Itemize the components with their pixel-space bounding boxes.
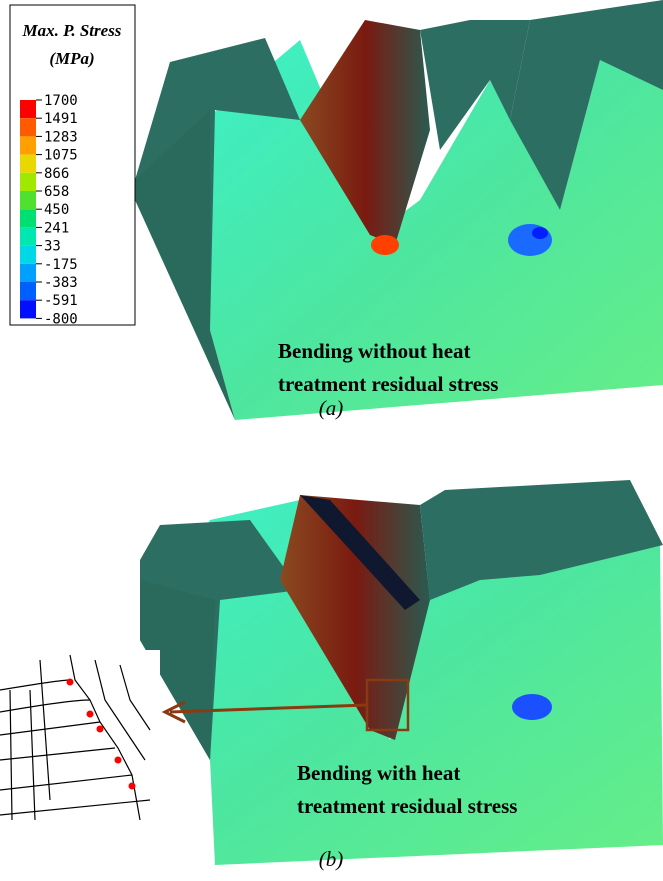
- legend-swatch: [20, 300, 36, 318]
- legend-swatch: [20, 100, 36, 118]
- caption: treatment residual stress: [278, 372, 498, 396]
- legend-swatch: [20, 282, 36, 300]
- legend-label: -591: [44, 293, 78, 309]
- legend-swatch: [20, 118, 36, 136]
- legend-swatch: [20, 209, 36, 227]
- legend-label: 450: [44, 202, 69, 218]
- legend-swatch: [20, 264, 36, 282]
- panel-a: Max. P. Stress (MPa) 1700 1491 1283 1075 866…: [10, 0, 663, 420]
- legend-swatch: [20, 173, 36, 191]
- legend-swatch: [20, 246, 36, 264]
- legend-swatch: [20, 136, 36, 154]
- legend-unit: (MPa): [49, 49, 94, 68]
- panel-label: (a): [319, 396, 344, 420]
- legend-label: -175: [44, 257, 78, 273]
- stress-coldspot: [512, 694, 552, 720]
- legend-label: 241: [44, 220, 69, 236]
- legend-label: 1075: [44, 148, 78, 164]
- panel-label: (b): [319, 847, 344, 871]
- legend-label: 33: [44, 239, 61, 255]
- legend-label: 1491: [44, 111, 78, 127]
- legend-label: -383: [44, 275, 78, 291]
- legend-swatch: [20, 191, 36, 209]
- legend-label: -800: [44, 311, 78, 327]
- legend-label: 1283: [44, 129, 78, 145]
- stress-hotspot: [371, 235, 399, 255]
- legend-title: Max. P. Stress: [22, 21, 122, 40]
- caption: Bending with heat: [297, 761, 460, 785]
- legend-label: 1700: [44, 93, 78, 109]
- legend-label: 658: [44, 184, 69, 200]
- legend-swatch: [20, 155, 36, 173]
- legend-swatch: [20, 227, 36, 245]
- stress-coldspot: [532, 227, 548, 239]
- caption: treatment residual stress: [297, 794, 517, 818]
- figure: Max. P. Stress (MPa) 1700 1491 1283 1075 866…: [0, 0, 663, 881]
- caption: Bending without heat: [278, 339, 471, 363]
- panel-b: Bending with heat treatment residual str…: [0, 480, 663, 871]
- legend-label: 866: [44, 166, 69, 182]
